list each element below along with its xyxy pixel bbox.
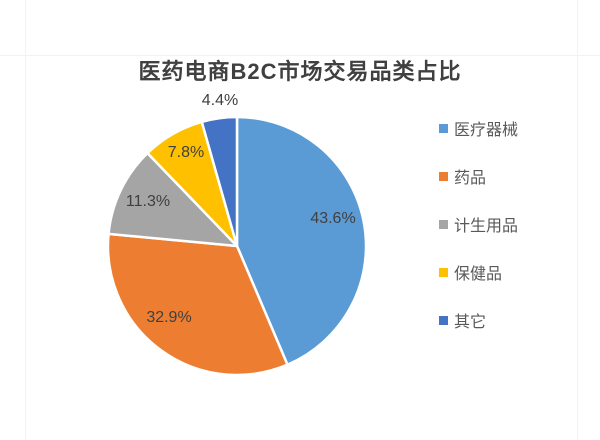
pie-slice-计生用品 [107,151,239,248]
legend-marker-icon [439,171,448,181]
faint-gridline-right [577,0,578,440]
legend-label: 医疗器械 [454,122,519,139]
legend-item-保健品: 保健品 [439,262,518,283]
pie-data-label-计生用品: 11.3% [126,193,170,210]
pie-slice-医疗器械 [235,115,368,366]
pie-data-label-保健品: 7.8% [168,144,204,161]
pie-data-label-药品: 32.9% [146,309,191,326]
legend-marker-icon [439,123,448,133]
chart-legend: 医疗器械药品计生用品保健品其它 [439,118,519,331]
legend-item-医疗器械: 医疗器械 [439,118,519,139]
legend-label: 药品 [454,170,487,187]
legend-label: 计生用品 [454,218,519,235]
legend-item-其它: 其它 [439,310,518,331]
pie-slice-其它 [200,115,239,248]
legend-label: 其它 [454,314,487,331]
legend-marker-icon [439,219,448,229]
pie-data-label-医疗器械: 43.6% [310,210,355,227]
legend-item-计生用品: 计生用品 [439,214,519,235]
faint-gridline-top [0,55,600,56]
chart-title: 医药电商B2C市场交易品类占比 [138,59,462,84]
legend-label: 保健品 [454,266,503,283]
legend-item-药品: 药品 [439,166,518,187]
pie-data-label-其它: 4.4% [202,92,238,109]
legend-marker-icon [439,267,448,277]
pie-slice-药品 [106,232,289,377]
faint-gridline-left [25,0,26,440]
legend-marker-icon [439,315,448,325]
